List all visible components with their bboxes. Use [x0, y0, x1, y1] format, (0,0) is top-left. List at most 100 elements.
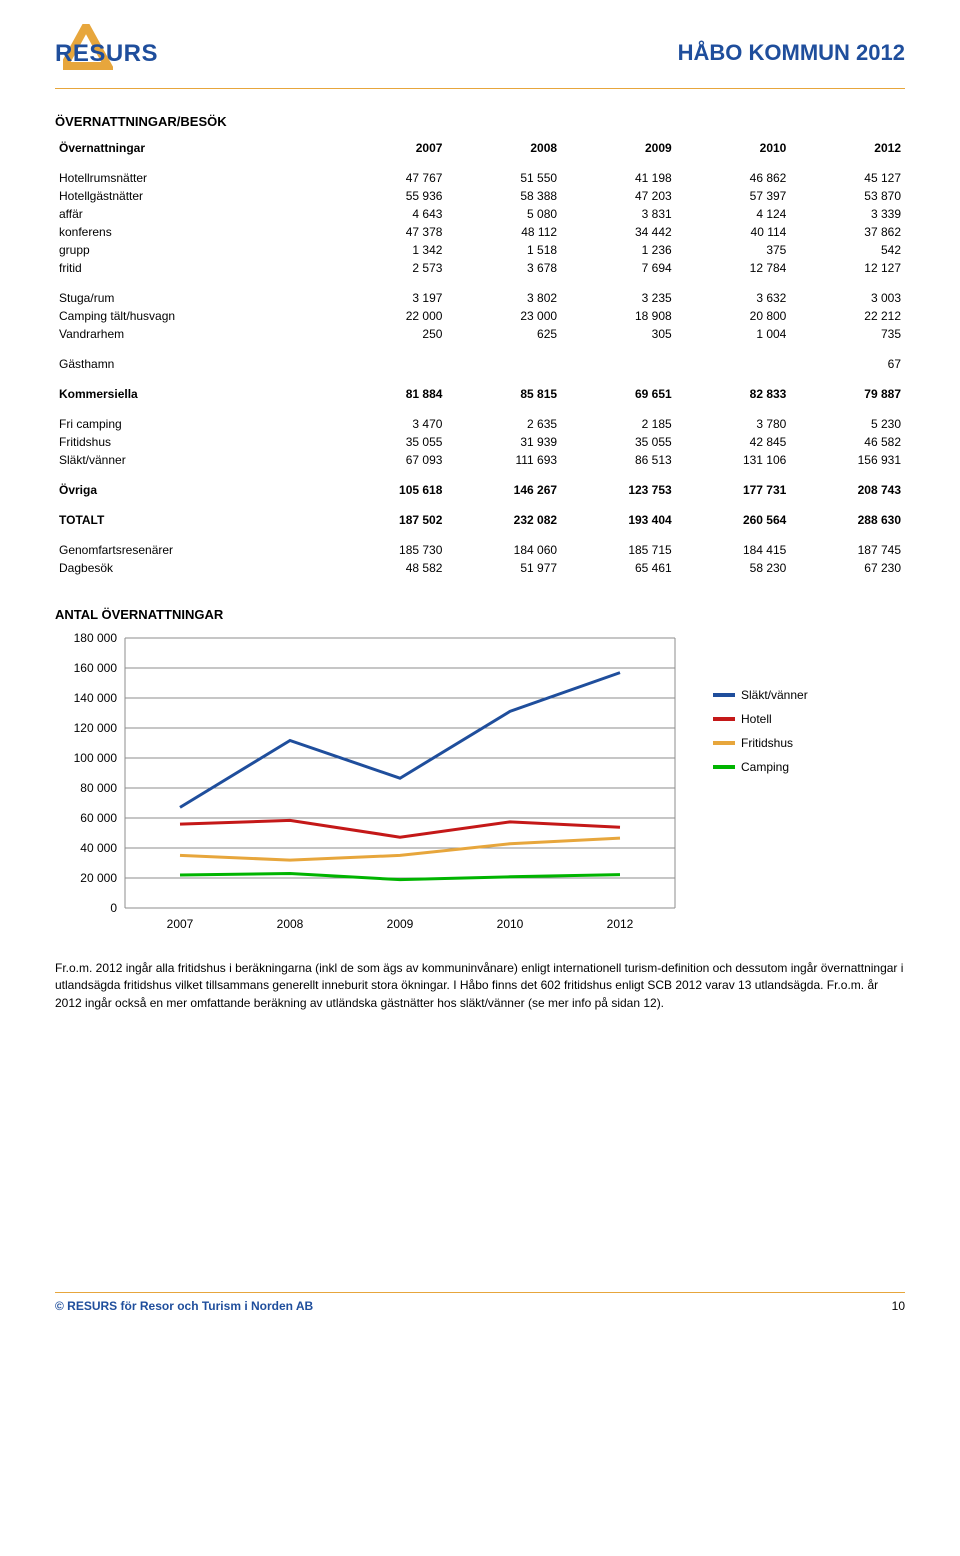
- table-cell: 12 784: [676, 259, 791, 277]
- table-row-label: Övriga: [55, 481, 332, 499]
- table-cell: 79 887: [790, 385, 905, 403]
- table-row: fritid2 5733 6787 69412 78412 127: [55, 259, 905, 277]
- svg-text:100 000: 100 000: [74, 751, 118, 765]
- table-cell: 40 114: [676, 223, 791, 241]
- table-cell: 208 743: [790, 481, 905, 499]
- legend-label: Släkt/vänner: [741, 688, 808, 702]
- table-row: Dagbesök48 58251 97765 46158 23067 230: [55, 559, 905, 577]
- logo: RESURS: [55, 30, 195, 80]
- table-row: Hotellgästnätter55 93658 38847 20357 397…: [55, 187, 905, 205]
- table-cell: 7 694: [561, 259, 676, 277]
- table-cell: 184 060: [446, 541, 561, 559]
- svg-text:80 000: 80 000: [80, 781, 117, 795]
- table-row-label: Genomfartsresenärer: [55, 541, 332, 559]
- table-cell: 156 931: [790, 451, 905, 469]
- table-row: Genomfartsresenärer185 730184 060185 715…: [55, 541, 905, 559]
- table-cell: 81 884: [332, 385, 447, 403]
- table-row-label: Fritidshus: [55, 433, 332, 451]
- table-cell: 67: [790, 355, 905, 373]
- table-header-label: Övernattningar: [55, 139, 332, 157]
- svg-text:2010: 2010: [497, 917, 524, 931]
- table-cell: 23 000: [446, 307, 561, 325]
- table-cell: 1 004: [676, 325, 791, 343]
- table-cell: 35 055: [332, 433, 447, 451]
- table-cell: [332, 355, 447, 373]
- table-cell: 4 643: [332, 205, 447, 223]
- table-cell: 5 230: [790, 415, 905, 433]
- svg-text:180 000: 180 000: [74, 631, 118, 645]
- table-row: Fritidshus35 05531 93935 05542 84546 582: [55, 433, 905, 451]
- table-cell: 55 936: [332, 187, 447, 205]
- table-row: grupp1 3421 5181 236375542: [55, 241, 905, 259]
- table-row: Stuga/rum3 1973 8023 2353 6323 003: [55, 289, 905, 307]
- table-row: Camping tält/husvagn22 00023 00018 90820…: [55, 307, 905, 325]
- svg-text:120 000: 120 000: [74, 721, 118, 735]
- table-cell: 69 651: [561, 385, 676, 403]
- legend-item: Släkt/vänner: [713, 688, 808, 702]
- svg-text:20 000: 20 000: [80, 871, 117, 885]
- table-cell: 375: [676, 241, 791, 259]
- table-cell: 3 470: [332, 415, 447, 433]
- footer-org: © RESURS för Resor och Turism i Norden A…: [55, 1299, 313, 1313]
- table-cell: 31 939: [446, 433, 561, 451]
- table-header-year: 2012: [790, 139, 905, 157]
- table-cell: 67 230: [790, 559, 905, 577]
- table-row-label: Hotellrumsnätter: [55, 169, 332, 187]
- table-cell: 57 397: [676, 187, 791, 205]
- table-cell: 3 780: [676, 415, 791, 433]
- table-row-label: konferens: [55, 223, 332, 241]
- table-cell: 45 127: [790, 169, 905, 187]
- table-header-year: 2009: [561, 139, 676, 157]
- table-row-label: Dagbesök: [55, 559, 332, 577]
- svg-text:2009: 2009: [387, 917, 414, 931]
- table-cell: 260 564: [676, 511, 791, 529]
- table-cell: 51 550: [446, 169, 561, 187]
- table-cell: 3 235: [561, 289, 676, 307]
- chart-title: ANTAL ÖVERNATTNINGAR: [55, 607, 905, 622]
- table-cell: 3 003: [790, 289, 905, 307]
- table-cell: 2 573: [332, 259, 447, 277]
- line-chart: 020 00040 00060 00080 000100 000120 0001…: [55, 628, 695, 938]
- table-header-year: 2008: [446, 139, 561, 157]
- legend-swatch: [713, 765, 735, 769]
- svg-text:40 000: 40 000: [80, 841, 117, 855]
- table-cell: 58 230: [676, 559, 791, 577]
- table-cell: 184 415: [676, 541, 791, 559]
- logo-text: RESURS: [55, 40, 158, 68]
- table-row: konferens47 37848 11234 44240 11437 862: [55, 223, 905, 241]
- table-cell: 3 802: [446, 289, 561, 307]
- table-row: Fri camping3 4702 6352 1853 7805 230: [55, 415, 905, 433]
- document-title: HÅBO KOMMUN 2012: [678, 30, 905, 66]
- section-title: ÖVERNATTNINGAR/BESÖK: [55, 114, 905, 129]
- table-cell: 42 845: [676, 433, 791, 451]
- table-cell: 58 388: [446, 187, 561, 205]
- table-cell: 47 203: [561, 187, 676, 205]
- table-row-label: Camping tält/husvagn: [55, 307, 332, 325]
- svg-text:140 000: 140 000: [74, 691, 118, 705]
- page-footer: © RESURS för Resor och Turism i Norden A…: [55, 1292, 905, 1313]
- footnote-text: Fr.o.m. 2012 ingår alla fritidshus i ber…: [55, 960, 905, 1012]
- legend-label: Hotell: [741, 712, 772, 726]
- table-row-label: fritid: [55, 259, 332, 277]
- table-cell: 3 831: [561, 205, 676, 223]
- table-cell: 2 185: [561, 415, 676, 433]
- table-cell: 193 404: [561, 511, 676, 529]
- table-cell: 20 800: [676, 307, 791, 325]
- table-cell: 22 212: [790, 307, 905, 325]
- table-cell: 735: [790, 325, 905, 343]
- table-cell: 46 862: [676, 169, 791, 187]
- table-cell: 47 767: [332, 169, 447, 187]
- legend-label: Camping: [741, 760, 789, 774]
- table-cell: 123 753: [561, 481, 676, 499]
- table-row-label: TOTALT: [55, 511, 332, 529]
- table-cell: 1 518: [446, 241, 561, 259]
- page-header: RESURS HÅBO KOMMUN 2012: [55, 30, 905, 89]
- table-cell: 185 730: [332, 541, 447, 559]
- table-cell: 177 731: [676, 481, 791, 499]
- legend-item: Hotell: [713, 712, 808, 726]
- table-cell: 34 442: [561, 223, 676, 241]
- table-cell: 67 093: [332, 451, 447, 469]
- table-row: Släkt/vänner67 093111 69386 513131 10615…: [55, 451, 905, 469]
- table-row: Vandrarhem2506253051 004735: [55, 325, 905, 343]
- table-cell: 187 745: [790, 541, 905, 559]
